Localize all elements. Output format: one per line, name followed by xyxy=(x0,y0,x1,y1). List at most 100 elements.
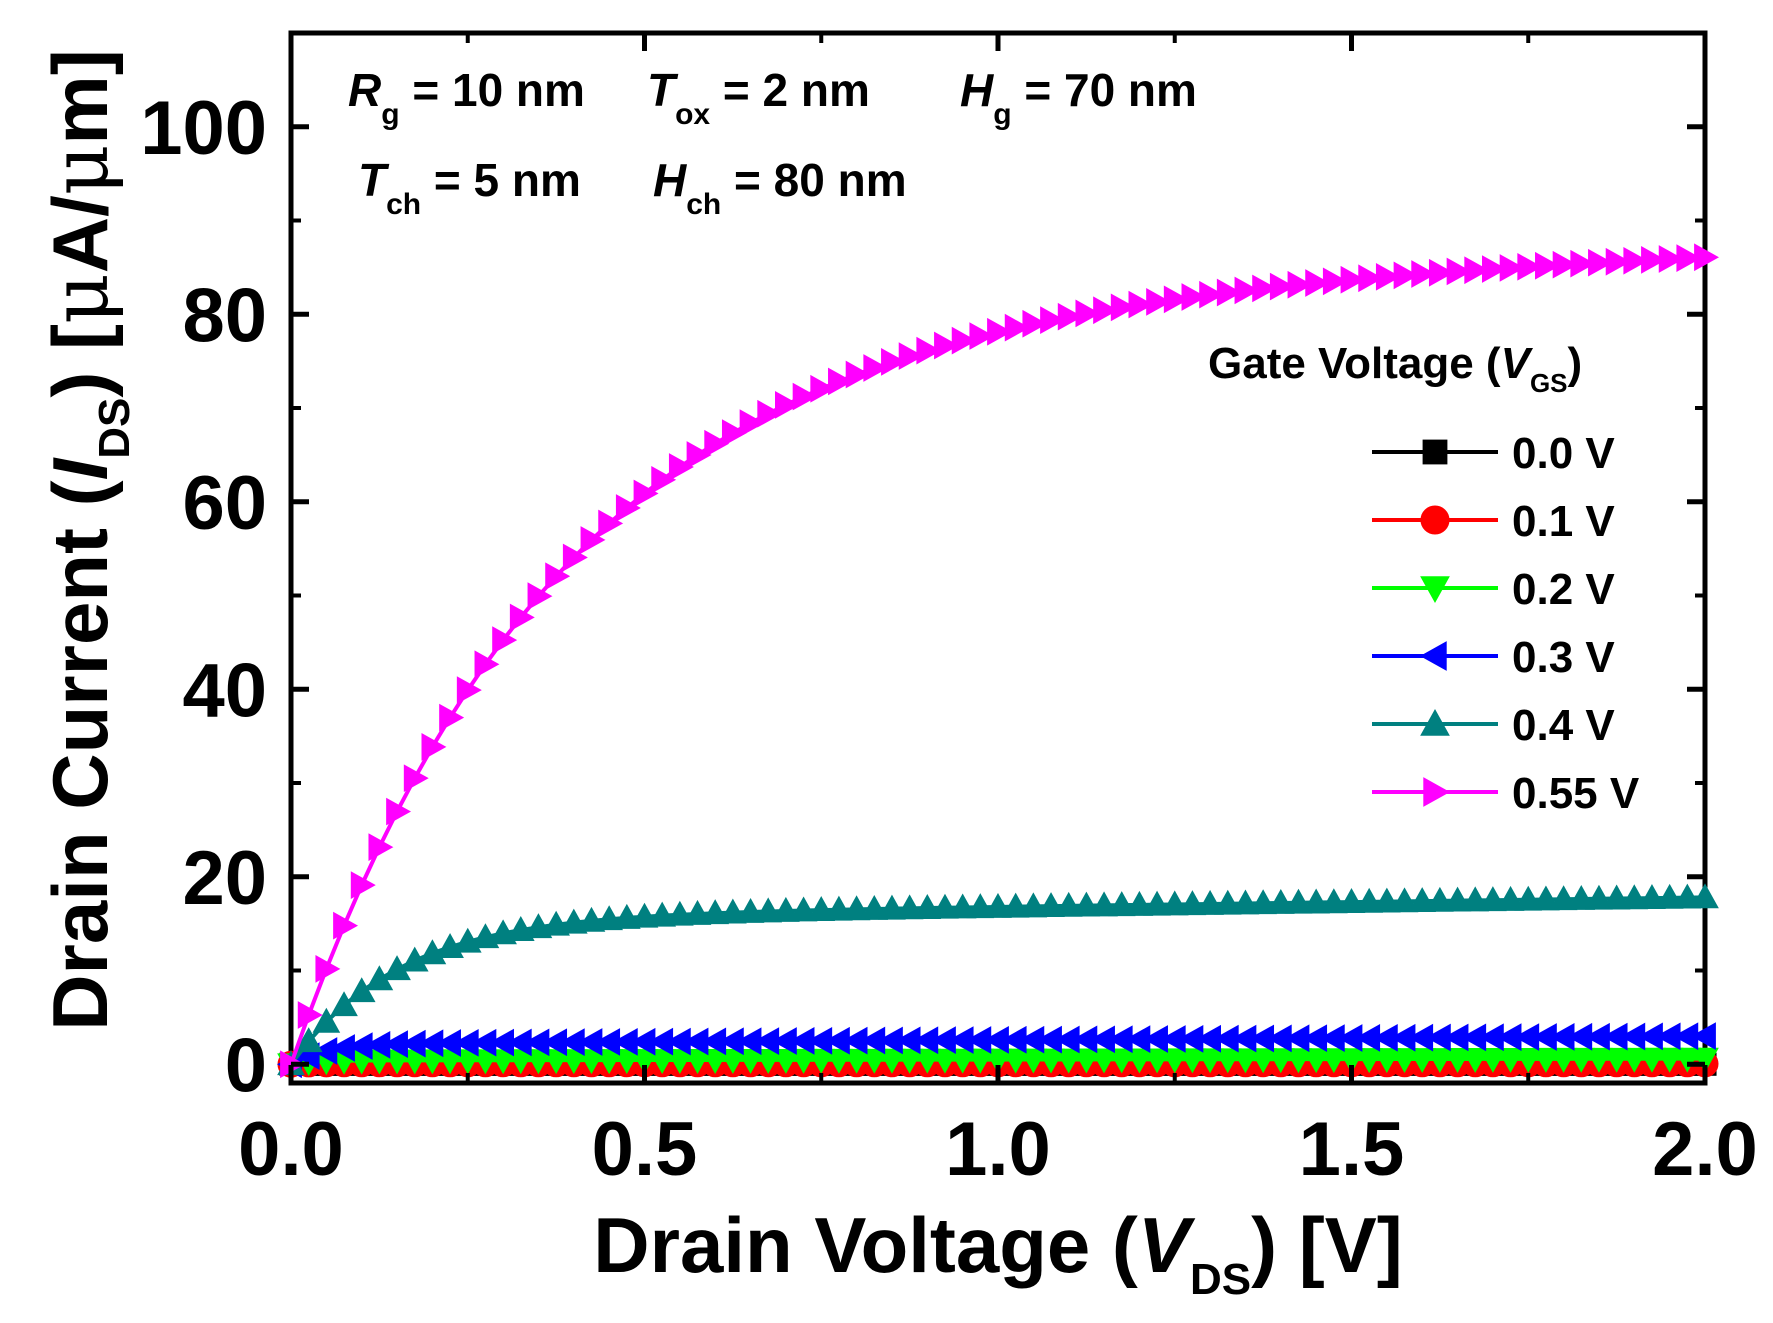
data-point xyxy=(828,367,853,396)
device-parameters: Rg = 10 nm Tox = 2 nm Hg = 70 nm Tch = 5 nm… xyxy=(348,64,1197,221)
data-point xyxy=(1461,1048,1490,1073)
data-point xyxy=(666,900,694,926)
data-point xyxy=(595,905,623,931)
data-point xyxy=(1319,1048,1348,1074)
data-point xyxy=(1623,246,1649,275)
data-point xyxy=(630,902,659,928)
data-point xyxy=(1355,887,1384,913)
data-point xyxy=(1004,313,1030,342)
data-point xyxy=(1107,891,1136,917)
data-point xyxy=(1163,285,1189,314)
y-tick-label: 20 xyxy=(182,836,267,921)
data-point xyxy=(807,1048,836,1074)
data-point xyxy=(775,391,800,419)
data-point xyxy=(386,797,412,826)
x-tick-label: 1.5 xyxy=(1299,1107,1405,1192)
data-point xyxy=(1411,260,1437,288)
data-point xyxy=(648,1049,677,1075)
series-0-4V xyxy=(277,883,1719,1076)
data-point xyxy=(792,382,818,411)
legend-label: 0.55 V xyxy=(1512,769,1640,818)
data-point xyxy=(333,911,359,940)
data-point xyxy=(1213,889,1242,915)
data-point xyxy=(1570,249,1596,278)
data-point xyxy=(612,1049,641,1075)
param-Hch: Hch = 80 nm xyxy=(653,154,907,221)
data-point xyxy=(1655,883,1684,909)
data-point xyxy=(1054,891,1083,917)
data-point xyxy=(987,317,1013,346)
x-axis-title: Drain Voltage (VDS) [V] xyxy=(593,1201,1402,1304)
data-point xyxy=(1054,1048,1083,1074)
data-point xyxy=(1673,1047,1702,1073)
data-point xyxy=(842,1048,871,1074)
data-point xyxy=(1037,1048,1065,1074)
data-point xyxy=(736,1048,765,1074)
data-point xyxy=(1093,296,1119,325)
data-point xyxy=(648,901,677,927)
data-point xyxy=(1602,884,1631,910)
data-point xyxy=(860,894,889,920)
data-point xyxy=(1057,302,1083,331)
data-point xyxy=(916,336,942,365)
data-point xyxy=(1022,309,1048,338)
data-point xyxy=(456,676,482,704)
data-point xyxy=(1234,276,1260,305)
data-point xyxy=(913,894,942,919)
data-point xyxy=(719,1049,747,1074)
legend-label: 0.3 V xyxy=(1512,633,1615,682)
data-point xyxy=(1638,1047,1666,1073)
data-point xyxy=(1479,1048,1507,1073)
y-tick-label: 100 xyxy=(140,86,267,171)
data-point xyxy=(1302,1048,1330,1074)
data-point xyxy=(1549,885,1578,911)
data-point xyxy=(1393,261,1419,290)
legend-marker xyxy=(1420,576,1450,604)
data-point xyxy=(1199,280,1225,309)
data-point xyxy=(1337,1048,1366,1074)
x-tick-label: 2.0 xyxy=(1652,1107,1758,1192)
data-point xyxy=(1284,888,1313,914)
legend-label: 0.4 V xyxy=(1512,701,1615,750)
data-point xyxy=(1287,270,1313,299)
data-point xyxy=(580,526,606,554)
data-point xyxy=(1358,264,1384,293)
data-point xyxy=(368,833,394,861)
data-point xyxy=(1269,272,1295,301)
data-point xyxy=(1514,885,1543,911)
data-point xyxy=(1216,278,1242,307)
data-point xyxy=(1691,1047,1719,1073)
data-point xyxy=(1375,262,1401,291)
data-point xyxy=(474,650,500,679)
data-point xyxy=(895,1048,924,1074)
legend-marker xyxy=(1420,708,1450,736)
data-point xyxy=(772,1048,800,1074)
data-point xyxy=(1107,1048,1136,1074)
data-point xyxy=(312,1007,341,1033)
y-tick-label: 40 xyxy=(182,648,267,733)
data-point xyxy=(1284,1048,1313,1074)
data-point xyxy=(1373,887,1401,913)
legend-item: 0.55 V xyxy=(1372,769,1640,818)
data-point xyxy=(1585,1047,1613,1073)
data-point xyxy=(948,1048,977,1074)
data-point xyxy=(1319,888,1348,914)
data-point xyxy=(1390,887,1419,913)
data-point xyxy=(1408,1048,1437,1074)
data-point xyxy=(1408,887,1437,913)
data-point xyxy=(1252,274,1278,303)
legend-label: 0.2 V xyxy=(1512,565,1615,614)
legend-label: 0.1 V xyxy=(1512,497,1615,546)
y-tick-label: 60 xyxy=(182,461,267,546)
data-point xyxy=(1322,267,1348,296)
data-point xyxy=(666,1049,694,1075)
data-point xyxy=(330,991,358,1017)
data-point xyxy=(1266,1048,1295,1074)
param-Hg: Hg = 70 nm xyxy=(960,64,1197,131)
data-point xyxy=(1641,246,1667,274)
data-point xyxy=(1072,1048,1101,1074)
data-point xyxy=(1426,886,1454,912)
data-point xyxy=(1128,290,1154,319)
data-point xyxy=(721,419,747,447)
data-point xyxy=(966,1048,995,1074)
